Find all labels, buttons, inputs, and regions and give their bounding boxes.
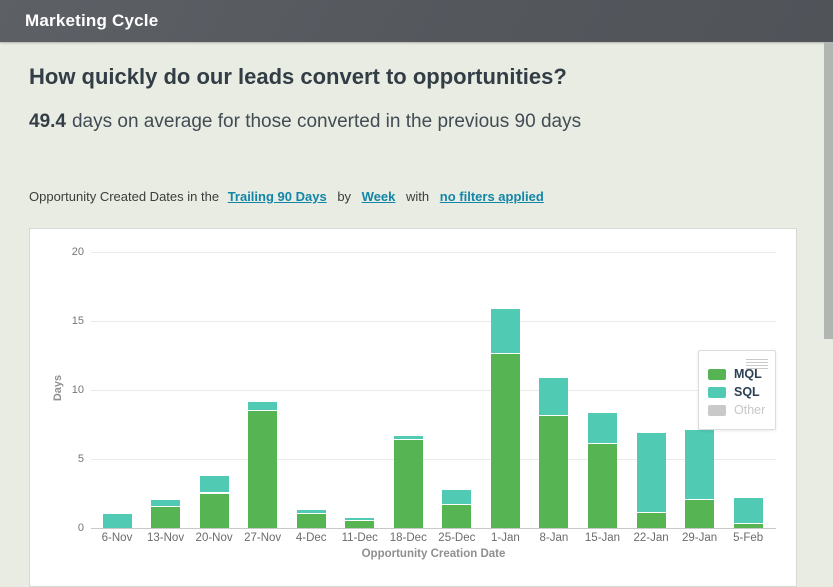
x-axis-line <box>91 528 776 529</box>
bar-segment-sql-4-dec[interactable] <box>296 510 326 515</box>
bar-segment-mql-22-jan[interactable] <box>636 512 666 528</box>
bar-segment-mql-20-nov[interactable] <box>199 493 229 528</box>
metric-text: days on average for those converted in t… <box>71 111 582 132</box>
x-tick-label: 1-Jan <box>491 532 520 544</box>
bar-segment-mql-27-nov[interactable] <box>248 410 278 528</box>
with-label: with <box>406 189 430 204</box>
metric-summary: 49.4 days on average for those converted … <box>29 105 581 139</box>
x-tick-label: 18-Dec <box>389 532 427 544</box>
y-axis-title: Days <box>52 374 64 402</box>
x-tick-label: 20-Nov <box>195 532 233 544</box>
by-label: by <box>337 189 352 204</box>
x-axis-title: Opportunity Creation Date <box>361 548 506 560</box>
legend-label: MQL <box>734 367 762 381</box>
bar-segment-sql-20-nov[interactable] <box>199 475 229 494</box>
bar-segment-sql-15-jan[interactable] <box>588 412 617 444</box>
x-tick-label: 29-Jan <box>682 532 718 544</box>
bar-segment-sql-18-dec[interactable] <box>393 436 423 440</box>
bar-segment-sql-13-nov[interactable] <box>151 499 181 508</box>
stacked-bar-chart: 0 5 10 15 20 6-Nov 13-Nov 20-Nov 27-Nov 4-Dec 11-D… <box>30 229 796 586</box>
bar-segment-mql-1-jan[interactable] <box>490 354 520 528</box>
bar-segment-mql-15-jan[interactable] <box>588 443 617 528</box>
x-tick-label: 8-Jan <box>539 532 569 544</box>
x-tick-label: 11-Dec <box>341 532 378 544</box>
x-tick-label: 27-Nov <box>244 532 282 544</box>
date-range-link[interactable]: Trailing 90 Days <box>227 189 327 204</box>
gridline <box>91 459 776 460</box>
y-tick-label: 5 <box>77 453 84 465</box>
bar-segment-mql-11-dec[interactable] <box>345 521 375 528</box>
gridline <box>91 252 776 253</box>
bar-segment-sql-27-nov[interactable] <box>248 402 278 411</box>
gridline <box>91 390 776 391</box>
x-tick-label: 25-Dec <box>438 532 476 544</box>
legend-label: SQL <box>734 385 760 399</box>
question-title: How quickly do our leads convert to oppo… <box>29 64 567 89</box>
bar-segment-mql-8-jan[interactable] <box>539 416 569 528</box>
bar-segment-sql-1-jan[interactable] <box>490 308 520 355</box>
x-tick-label: 15-Jan <box>584 532 621 544</box>
bar-segment-sql-5-feb[interactable] <box>733 498 763 524</box>
x-tick-label: 5-Feb <box>733 532 764 544</box>
bar-segment-mql-18-dec[interactable] <box>393 439 423 528</box>
bar-segment-mql-4-dec[interactable] <box>296 514 326 528</box>
legend-swatch-sql <box>708 386 726 398</box>
legend-drag-handle-icon[interactable] <box>746 357 768 371</box>
group-by-link[interactable]: Week <box>361 189 396 204</box>
bar-segment-sql-11-dec[interactable] <box>345 517 375 522</box>
vertical-scrollbar-thumb[interactable] <box>824 42 833 339</box>
bar-segment-sql-8-jan[interactable] <box>539 377 569 417</box>
bar-segment-sql-29-jan[interactable] <box>685 430 715 501</box>
gridline <box>91 321 776 322</box>
chart-card: 0 5 10 15 20 6-Nov 13-Nov 20-Nov 27-Nov 4-Dec 11-D… <box>29 228 797 587</box>
filter-prefix: Opportunity Created Dates in the <box>29 189 220 204</box>
app-title: Marketing Cycle <box>25 11 159 30</box>
legend-item-other[interactable]: Other <box>708 403 766 417</box>
legend-label: Other <box>734 403 766 417</box>
bar-segment-sql-25-dec[interactable] <box>442 490 472 506</box>
y-tick-label: 10 <box>71 384 84 396</box>
filter-bar: Opportunity Created Dates in the Trailin… <box>29 189 789 204</box>
legend-item-mql[interactable]: MQL <box>708 367 766 381</box>
legend-swatch-other <box>708 404 726 416</box>
bar-segment-sql-22-jan[interactable] <box>636 432 666 513</box>
bar-segment-sql-6-nov[interactable] <box>102 514 132 528</box>
x-tick-label: 22-Jan <box>633 532 669 544</box>
y-tick-label: 20 <box>71 246 84 258</box>
legend-item-sql[interactable]: SQL <box>708 385 766 399</box>
x-tick-label: 13-Nov <box>147 532 185 544</box>
y-tick-label: 0 <box>77 522 84 534</box>
metric-value: 49.4 <box>29 111 66 132</box>
app-header: Marketing Cycle <box>0 0 833 42</box>
x-tick-label: 6-Nov <box>101 532 133 544</box>
bar-segment-mql-13-nov[interactable] <box>151 507 181 528</box>
x-tick-label: 4-Dec <box>295 532 327 544</box>
bar-segment-mql-25-dec[interactable] <box>442 505 472 528</box>
chart-legend: MQL SQL Other <box>698 350 776 430</box>
bar-segment-mql-29-jan[interactable] <box>685 500 715 528</box>
filters-link[interactable]: no filters applied <box>439 189 544 204</box>
legend-swatch-mql <box>708 368 726 380</box>
y-tick-label: 15 <box>71 315 84 327</box>
bar-segment-mql-5-feb[interactable] <box>733 523 763 528</box>
